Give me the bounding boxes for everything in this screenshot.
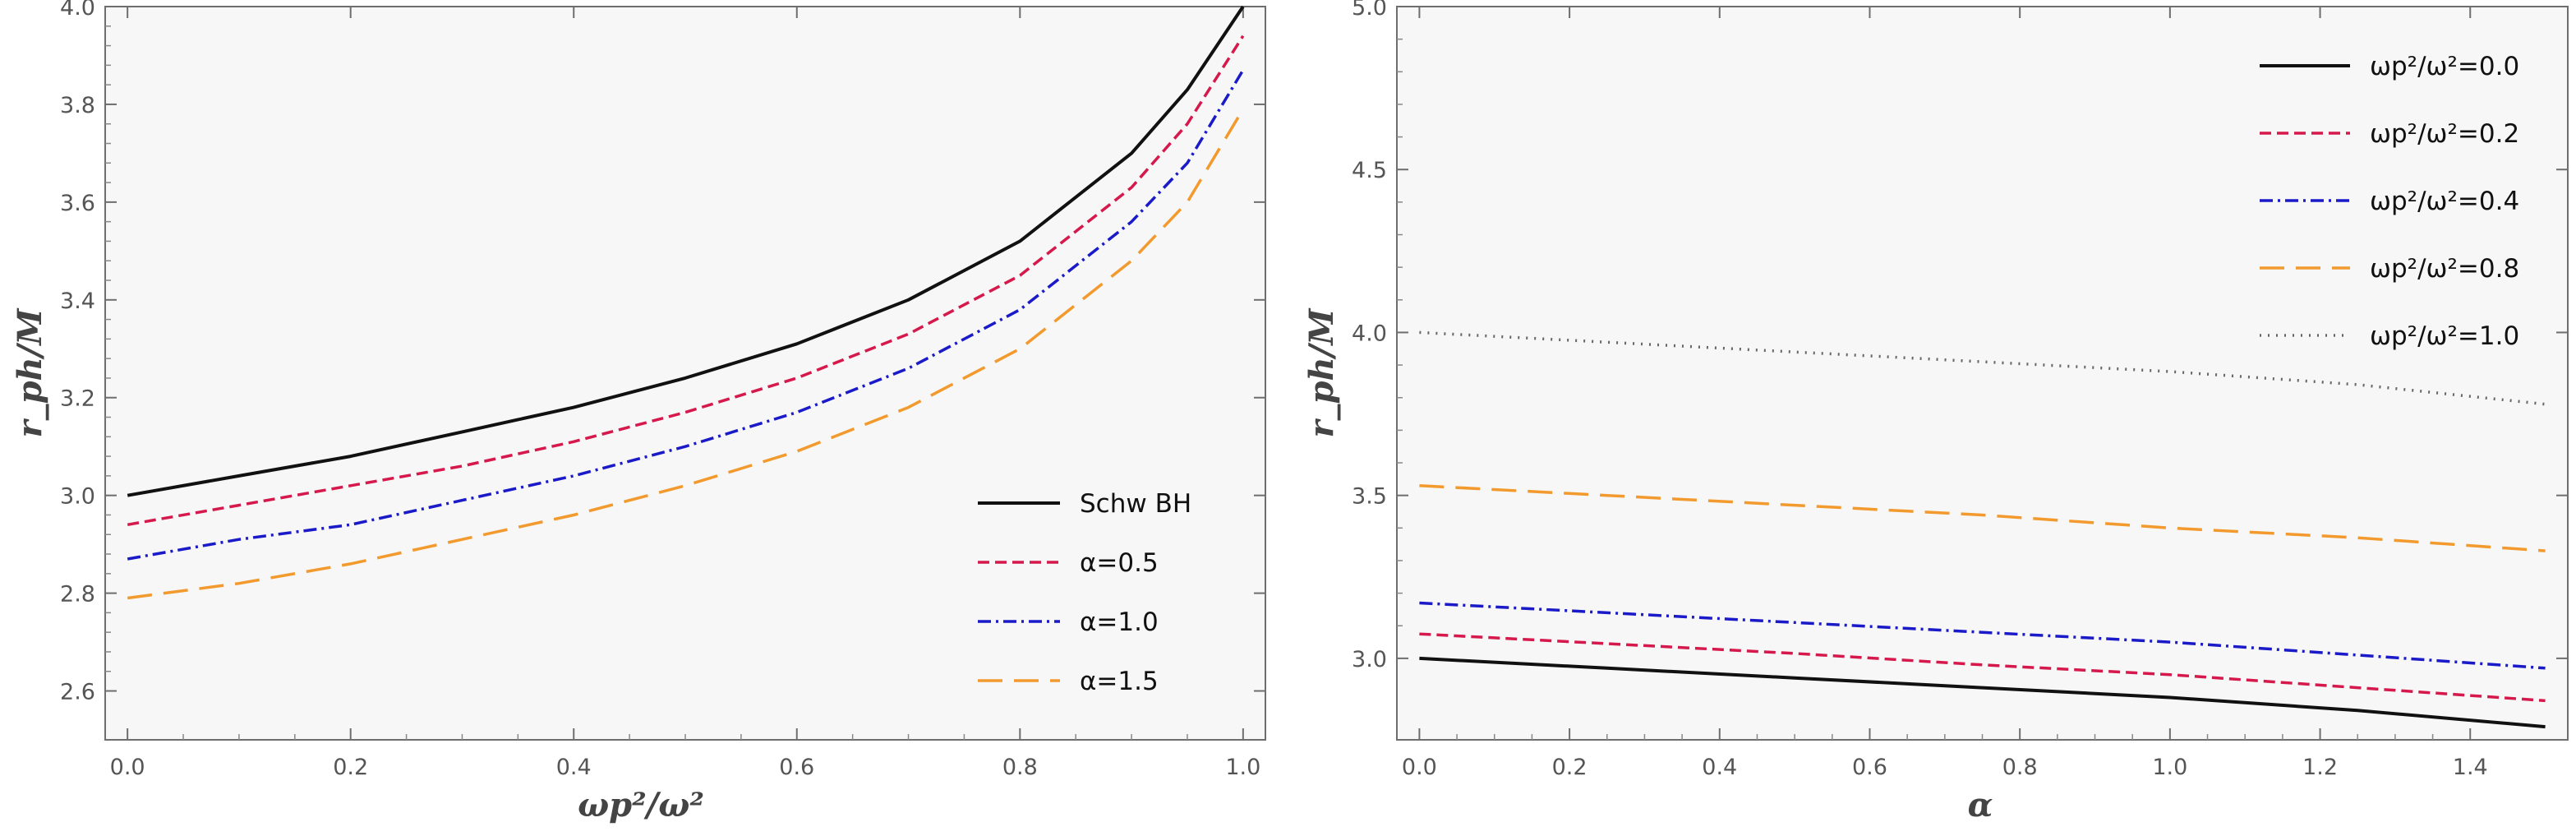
x-axis-label: ωp²/ω² [578,786,704,824]
legend-label-0: ωp²/ω²=0.0 [2370,52,2519,81]
x-tick-label: 0.2 [333,755,368,780]
x-tick-label: 0.8 [1002,755,1038,780]
y-tick-label: 4.5 [1352,158,1387,183]
legend-label-1: α=0.5 [1080,548,1159,578]
x-tick-label: 1.2 [2302,755,2338,780]
y-tick-label: 3.5 [1352,484,1387,510]
series-line-3 [127,108,1245,600]
chart-left: 0.0 0.2 0.4 0.6 0.8 1.0 2.6 2.8 3.0 3.2 3.4 3.6 3.8 4… [11,0,1266,824]
x-tick-label: 0.4 [1702,755,1737,780]
x-tick-label: 1.0 [2152,755,2187,780]
series-line-1 [1419,632,2546,703]
series-line-2 [127,69,1245,561]
x-tick-label: 0.2 [1552,755,1588,780]
series-line-3 [1419,484,2546,552]
legend-label-0: Schw BH [1080,489,1191,519]
legend-label-3: α=1.5 [1080,667,1159,696]
series-line-2 [1419,601,2546,670]
x-tick-label: 1.4 [2453,755,2488,780]
y-tick-label: 3.0 [1352,647,1387,672]
x-tick-label: 0.8 [2002,755,2038,780]
series-line-0 [1419,656,2546,729]
y-tick-label: 5.0 [1352,0,1387,21]
series-line-1 [127,35,1245,527]
plot-frame [1396,6,2569,741]
y-axis-label: r_ph/M [11,307,49,438]
legend-label-3: ωp²/ω²=0.8 [2370,254,2519,284]
x-tick-label: 0.4 [556,755,592,780]
y-tick-label: 4.0 [1352,321,1387,346]
series-line-0 [127,5,1245,497]
y-tick-label: 2.8 [60,582,95,607]
plot-frame [104,6,1266,741]
y-tick-label: 3.6 [60,191,95,216]
x-tick-label: 0.0 [1402,755,1437,780]
y-tick-label: 3.8 [60,93,95,118]
chart-right: 0.0 0.2 0.4 0.6 0.8 1.0 1.2 1.4 3.0 3.5 4.0 4.5 5.0 ω… [1302,0,2569,824]
x-tick-label: 0.6 [1852,755,1887,780]
x-tick-label: 0.0 [110,755,145,780]
x-axis-label: α [1968,786,1993,824]
legend-label-4: ωp²/ω²=1.0 [2370,321,2519,351]
y-axis-label: r_ph/M [1302,307,1341,438]
y-tick-label: 2.6 [60,680,95,705]
y-tick-label: 4.0 [60,0,95,21]
y-tick-label: 3.0 [60,484,95,510]
x-tick-label: 1.0 [1225,755,1260,780]
x-tick-label: 0.6 [779,755,814,780]
y-tick-label: 3.2 [60,386,95,412]
y-tick-label: 3.4 [60,289,95,314]
legend-label-2: ωp²/ω²=0.4 [2370,187,2519,216]
legend-label-2: α=1.0 [1080,607,1159,637]
legend-label-1: ωp²/ω²=0.2 [2370,119,2519,149]
